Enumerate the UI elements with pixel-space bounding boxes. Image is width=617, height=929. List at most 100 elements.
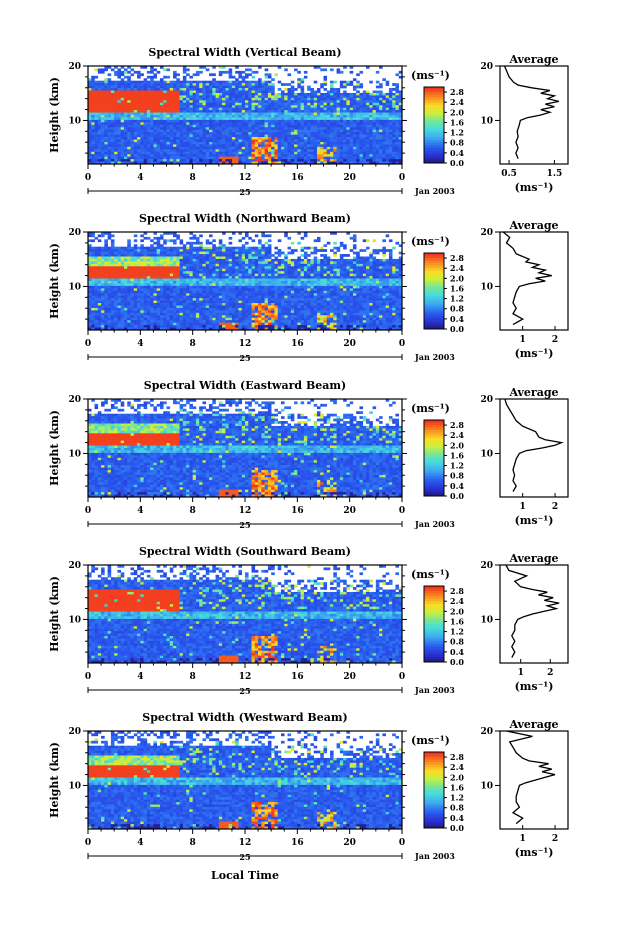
average-y-tick-label: 20: [480, 395, 493, 405]
colorbar-segment: [424, 293, 444, 297]
panel-title: Spectral Width (Westward Beam): [142, 711, 347, 724]
colorbar-tick-label: 0.4: [450, 647, 464, 657]
colorbar-segment: [424, 639, 444, 643]
colorbar-segment: [424, 440, 444, 444]
panel-title: Spectral Width (Eastward Beam): [144, 379, 346, 392]
colorbar-tick-label: 1.6: [450, 283, 464, 293]
average-y-tick-label: 20: [480, 561, 493, 571]
x-tick-label: 12: [239, 838, 252, 848]
colorbar-segment: [424, 807, 444, 811]
y-tick-label: 20: [68, 561, 81, 571]
colorbar-segment: [424, 152, 444, 156]
colorbar-segment: [424, 767, 444, 771]
average-profile: Average 20 10 1 2 (ms⁻¹): [480, 219, 569, 360]
x-tick-label: 4: [137, 506, 143, 516]
colorbar-tick-label: 0.8: [450, 803, 464, 813]
average-x-tick-label: 1: [520, 834, 526, 844]
colorbar-segment: [424, 114, 444, 118]
colorbar-segment: [424, 588, 444, 592]
colorbar-segment: [424, 473, 444, 477]
average-x-label: (ms⁻¹): [515, 680, 554, 693]
colorbar-segment: [424, 273, 444, 277]
colorbar-tick-label: 2.0: [450, 273, 464, 283]
colorbar-tick-label: 0.8: [450, 471, 464, 481]
colorbar-segment: [424, 311, 444, 315]
colorbar-tick-label: 2.0: [450, 440, 464, 450]
colorbar-segment: [424, 422, 444, 426]
colorbar-segment: [424, 475, 444, 479]
colorbar-tick-label: 2.8: [450, 420, 464, 430]
x-tick-label: 0: [399, 173, 405, 183]
colorbar-segment: [424, 285, 444, 289]
colorbar-segment: [424, 656, 444, 660]
y-tick-label: 10: [68, 282, 81, 292]
colorbar-segment: [424, 646, 444, 650]
colorbar-segment: [424, 94, 444, 98]
date-label: Jan 2003: [414, 519, 455, 529]
colorbar-segment: [424, 125, 444, 128]
colorbar-segment: [424, 275, 444, 279]
x-tick-label: 0: [85, 672, 91, 682]
colorbar-segment: [424, 790, 444, 793]
x-tick-label: 4: [137, 339, 143, 349]
x-tick-label: 12: [239, 173, 252, 183]
colorbar-segment: [424, 817, 444, 821]
colorbar-segment: [424, 772, 444, 776]
day-label: 25: [239, 852, 250, 862]
colorbar-segment: [424, 437, 444, 441]
x-tick-label: 20: [343, 339, 356, 349]
average-profile: Average 20 10 1 2 (ms⁻¹): [480, 386, 569, 527]
colorbar-segment: [424, 447, 444, 451]
colorbar-segment: [424, 452, 444, 456]
colorbar-tick-label: 0.0: [450, 491, 464, 501]
colorbar-segment: [424, 135, 444, 138]
colorbar-segment: [424, 777, 444, 781]
x-tick-label: 4: [137, 672, 143, 682]
colorbar: 2.82.42.01.61.20.80.40.0: [423, 86, 464, 168]
y-axis-label: Height (km): [48, 576, 61, 652]
average-x-label: (ms⁻¹): [515, 181, 554, 194]
colorbar-tick-label: 0.4: [450, 813, 464, 823]
panel-title: Spectral Width (Vertical Beam): [148, 46, 341, 59]
x-tick-label: 16: [291, 173, 304, 183]
average-y-tick-label: 10: [480, 615, 493, 625]
average-frame: [499, 398, 569, 498]
colorbar-segment: [424, 122, 444, 126]
colorbar-segment: [424, 463, 444, 466]
average-y-tick-label: 10: [480, 116, 493, 126]
colorbar-segment: [424, 802, 444, 806]
colorbar-tick-label: 2.8: [450, 87, 464, 97]
y-axis-label: Height (km): [48, 77, 61, 153]
colorbar-segment: [424, 764, 444, 768]
colorbar-segment: [424, 634, 444, 637]
colorbar-segment: [424, 613, 444, 617]
colorbar-tick-label: 0.0: [450, 158, 464, 168]
colorbar-segment: [424, 308, 444, 312]
average-x-label: (ms⁻¹): [515, 846, 554, 859]
average-line: [502, 231, 552, 326]
colorbar-segment: [424, 624, 444, 627]
y-axis-label: Height (km): [48, 243, 61, 319]
date-label: Jan 2003: [414, 186, 455, 196]
colorbar-segment: [424, 820, 444, 824]
colorbar-tick-label: 2.4: [450, 596, 464, 606]
colorbar-segment: [424, 318, 444, 322]
colorbar-segment: [424, 119, 444, 123]
colorbar-segment: [424, 480, 444, 484]
average-x-tick-label: 1.5: [547, 169, 563, 179]
colorbar-segment: [424, 616, 444, 620]
average-title: Average: [508, 53, 558, 66]
colorbar-segment: [424, 89, 444, 93]
colorbar-segment: [424, 255, 444, 259]
colorbar-segment: [424, 782, 444, 786]
average-y-tick-label: 20: [480, 727, 493, 737]
colorbar-segment: [424, 306, 444, 310]
x-tick-label: 0: [85, 173, 91, 183]
date-label: Jan 2003: [414, 685, 455, 695]
x-tick-label: 0: [85, 339, 91, 349]
colorbar-segment: [424, 132, 444, 136]
colorbar-segment: [424, 253, 444, 256]
colorbar-tick-label: 1.6: [450, 450, 464, 460]
colorbar-tick-label: 2.4: [450, 263, 464, 273]
colorbar-tick-label: 2.8: [450, 253, 464, 263]
